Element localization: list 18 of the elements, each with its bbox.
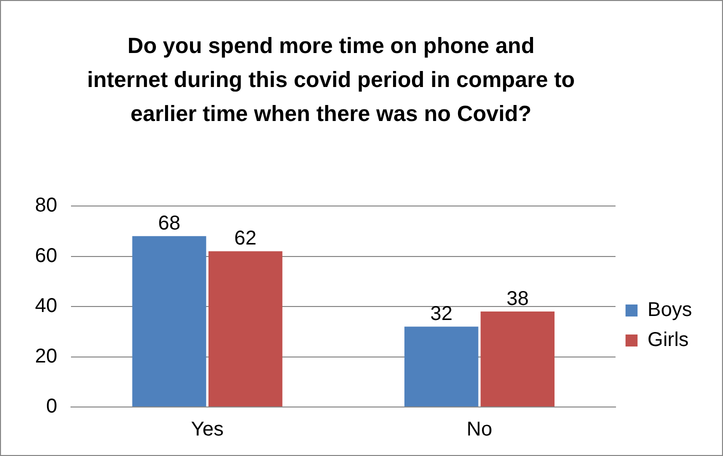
- chart-title: Do you spend more time on phone and internet during this covid period in compare to earlier time when there was no Covid?: [86, 32, 576, 128]
- data-label: 32: [430, 303, 452, 326]
- data-label: 62: [234, 228, 257, 250]
- bar: [404, 326, 478, 406]
- y-tick-label: 40: [34, 295, 58, 318]
- bar: [132, 236, 206, 406]
- bar: [480, 312, 555, 406]
- data-label: 68: [158, 212, 180, 235]
- legend-label: Girls: [648, 329, 689, 352]
- bar: [208, 251, 282, 406]
- y-tick-label: 80: [34, 194, 58, 217]
- data-label: 38: [506, 288, 529, 310]
- y-tick-label: 20: [34, 345, 58, 368]
- y-tick-label: 0: [46, 396, 58, 418]
- legend-label: Boys: [648, 299, 692, 322]
- y-tick-label: 60: [34, 244, 58, 267]
- x-tick-label: No: [466, 418, 492, 441]
- x-tick-label: Yes: [191, 418, 224, 441]
